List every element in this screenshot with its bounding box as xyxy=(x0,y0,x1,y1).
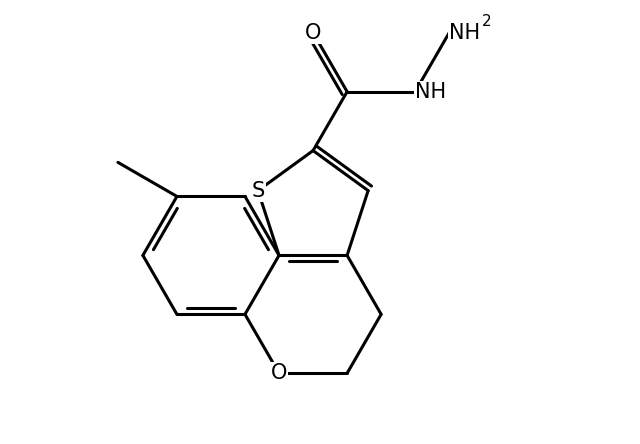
Text: NH: NH xyxy=(449,23,481,43)
Text: 2: 2 xyxy=(482,14,492,29)
Text: S: S xyxy=(252,181,264,201)
Text: O: O xyxy=(271,363,287,383)
Text: NH: NH xyxy=(415,82,446,102)
Text: O: O xyxy=(305,23,321,43)
